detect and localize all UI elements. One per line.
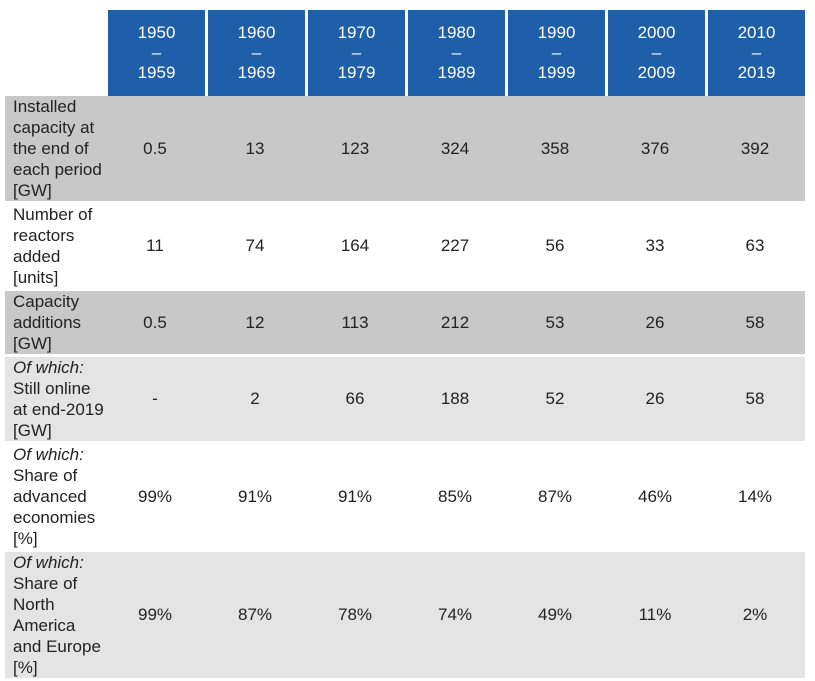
value-cell: 113	[305, 291, 405, 357]
value-cell: 2%	[705, 552, 805, 681]
value-cell: 33	[605, 204, 705, 291]
value-cell: 99%	[105, 444, 205, 552]
row-label: Installed capacity at the end of each pe…	[13, 97, 102, 200]
period-line: –	[651, 43, 662, 62]
period-header: 1960–1969	[205, 10, 305, 96]
value-cell: 63	[705, 204, 805, 291]
value-cell: 11	[105, 204, 205, 291]
row-label: Share of advanced economies [%]	[13, 466, 96, 548]
value-cell: 87%	[505, 444, 605, 552]
table-row: Of which: Share of North America and Euro…	[5, 552, 805, 681]
value-cell: 188	[405, 357, 505, 444]
table-row: Number of reactors added [units] 11 74 164 2…	[5, 204, 805, 291]
value-cell: 26	[605, 357, 705, 444]
value-cell: 11%	[605, 552, 705, 681]
row-label: Share of North America and Europe [%]	[13, 574, 101, 677]
period-line: 1969	[237, 63, 276, 82]
period-line: –	[251, 43, 262, 62]
period-line: 2019	[737, 63, 776, 82]
value-cell: 91%	[305, 444, 405, 552]
header-row: 1950–1959 1960–1969 1970–1979 1980–1989 1990…	[5, 10, 805, 96]
value-cell: 53	[505, 291, 605, 357]
value-cell: 46%	[605, 444, 705, 552]
value-cell: 91%	[205, 444, 305, 552]
period-line: 1979	[337, 63, 376, 82]
row-label-cell: Number of reactors added [units]	[5, 204, 105, 291]
row-label: Capacity additions [GW]	[13, 292, 82, 353]
value-cell: 2	[205, 357, 305, 444]
row-prefix: Of which:	[13, 358, 84, 377]
value-cell: 123	[305, 96, 405, 204]
table-row: Installed capacity at the end of each pe…	[5, 96, 805, 204]
table-row: Of which: Still online at end-2019 [GW] -2…	[5, 357, 805, 444]
row-label-cell: Capacity additions [GW]	[5, 291, 105, 357]
page: 1950–1959 1960–1969 1970–1979 1980–1989 1990…	[5, 10, 805, 681]
value-cell: 99%	[105, 552, 205, 681]
value-cell: 74%	[405, 552, 505, 681]
value-cell: 0.5	[105, 291, 205, 357]
row-label-cell: Of which: Share of advanced economies [%]	[5, 444, 105, 552]
period-header: 2010–2019	[705, 10, 805, 96]
period-line: 1980	[437, 23, 476, 42]
value-cell: 392	[705, 96, 805, 204]
value-cell: 49%	[505, 552, 605, 681]
value-cell: 58	[705, 291, 805, 357]
row-prefix: Of which:	[13, 445, 84, 464]
value-cell: 376	[605, 96, 705, 204]
value-cell: 164	[305, 204, 405, 291]
period-header: 1950–1959	[105, 10, 205, 96]
period-line: 2010	[737, 23, 776, 42]
period-line: –	[751, 43, 762, 62]
value-cell: 227	[405, 204, 505, 291]
period-line: 1960	[237, 23, 276, 42]
period-line: 2000	[637, 23, 676, 42]
period-line: –	[351, 43, 362, 62]
value-cell: 358	[505, 96, 605, 204]
row-label-cell: Installed capacity at the end of each pe…	[5, 96, 105, 204]
period-line: 1990	[537, 23, 576, 42]
period-line: 1999	[537, 63, 576, 82]
value-cell: 0.5	[105, 96, 205, 204]
value-cell: 26	[605, 291, 705, 357]
value-cell: 14%	[705, 444, 805, 552]
table-row: Of which: Share of advanced economies [%]…	[5, 444, 805, 552]
value-cell: 12	[205, 291, 305, 357]
value-cell: 74	[205, 204, 305, 291]
row-label: Number of reactors added [units]	[13, 205, 93, 287]
row-prefix: Of which:	[13, 553, 84, 572]
period-line: 2009	[637, 63, 676, 82]
value-cell: 13	[205, 96, 305, 204]
period-header: 1990–1999	[505, 10, 605, 96]
period-header: 1980–1989	[405, 10, 505, 96]
table-row: Capacity additions [GW] 0.5 12 113 212 53 26 58	[5, 291, 805, 357]
value-cell: 85%	[405, 444, 505, 552]
row-label-cell: Of which: Share of North America and Euro…	[5, 552, 105, 681]
period-line: –	[551, 43, 562, 62]
value-cell: 78%	[305, 552, 405, 681]
period-line: 1989	[437, 63, 476, 82]
period-header: 2000–2009	[605, 10, 705, 96]
period-line: 1950	[137, 23, 176, 42]
value-cell: 324	[405, 96, 505, 204]
row-label-cell: Of which: Still online at end-2019 [GW]	[5, 357, 105, 444]
header-blank	[5, 10, 105, 96]
period-line: –	[451, 43, 462, 62]
data-table: 1950–1959 1960–1969 1970–1979 1980–1989 1990…	[5, 10, 805, 681]
period-header: 1970–1979	[305, 10, 405, 96]
period-line: 1970	[337, 23, 376, 42]
value-cell: 87%	[205, 552, 305, 681]
period-line: –	[151, 43, 162, 62]
value-cell: 212	[405, 291, 505, 357]
value-cell: 58	[705, 357, 805, 444]
value-cell: -	[105, 357, 205, 444]
value-cell: 56	[505, 204, 605, 291]
period-line: 1959	[137, 63, 176, 82]
